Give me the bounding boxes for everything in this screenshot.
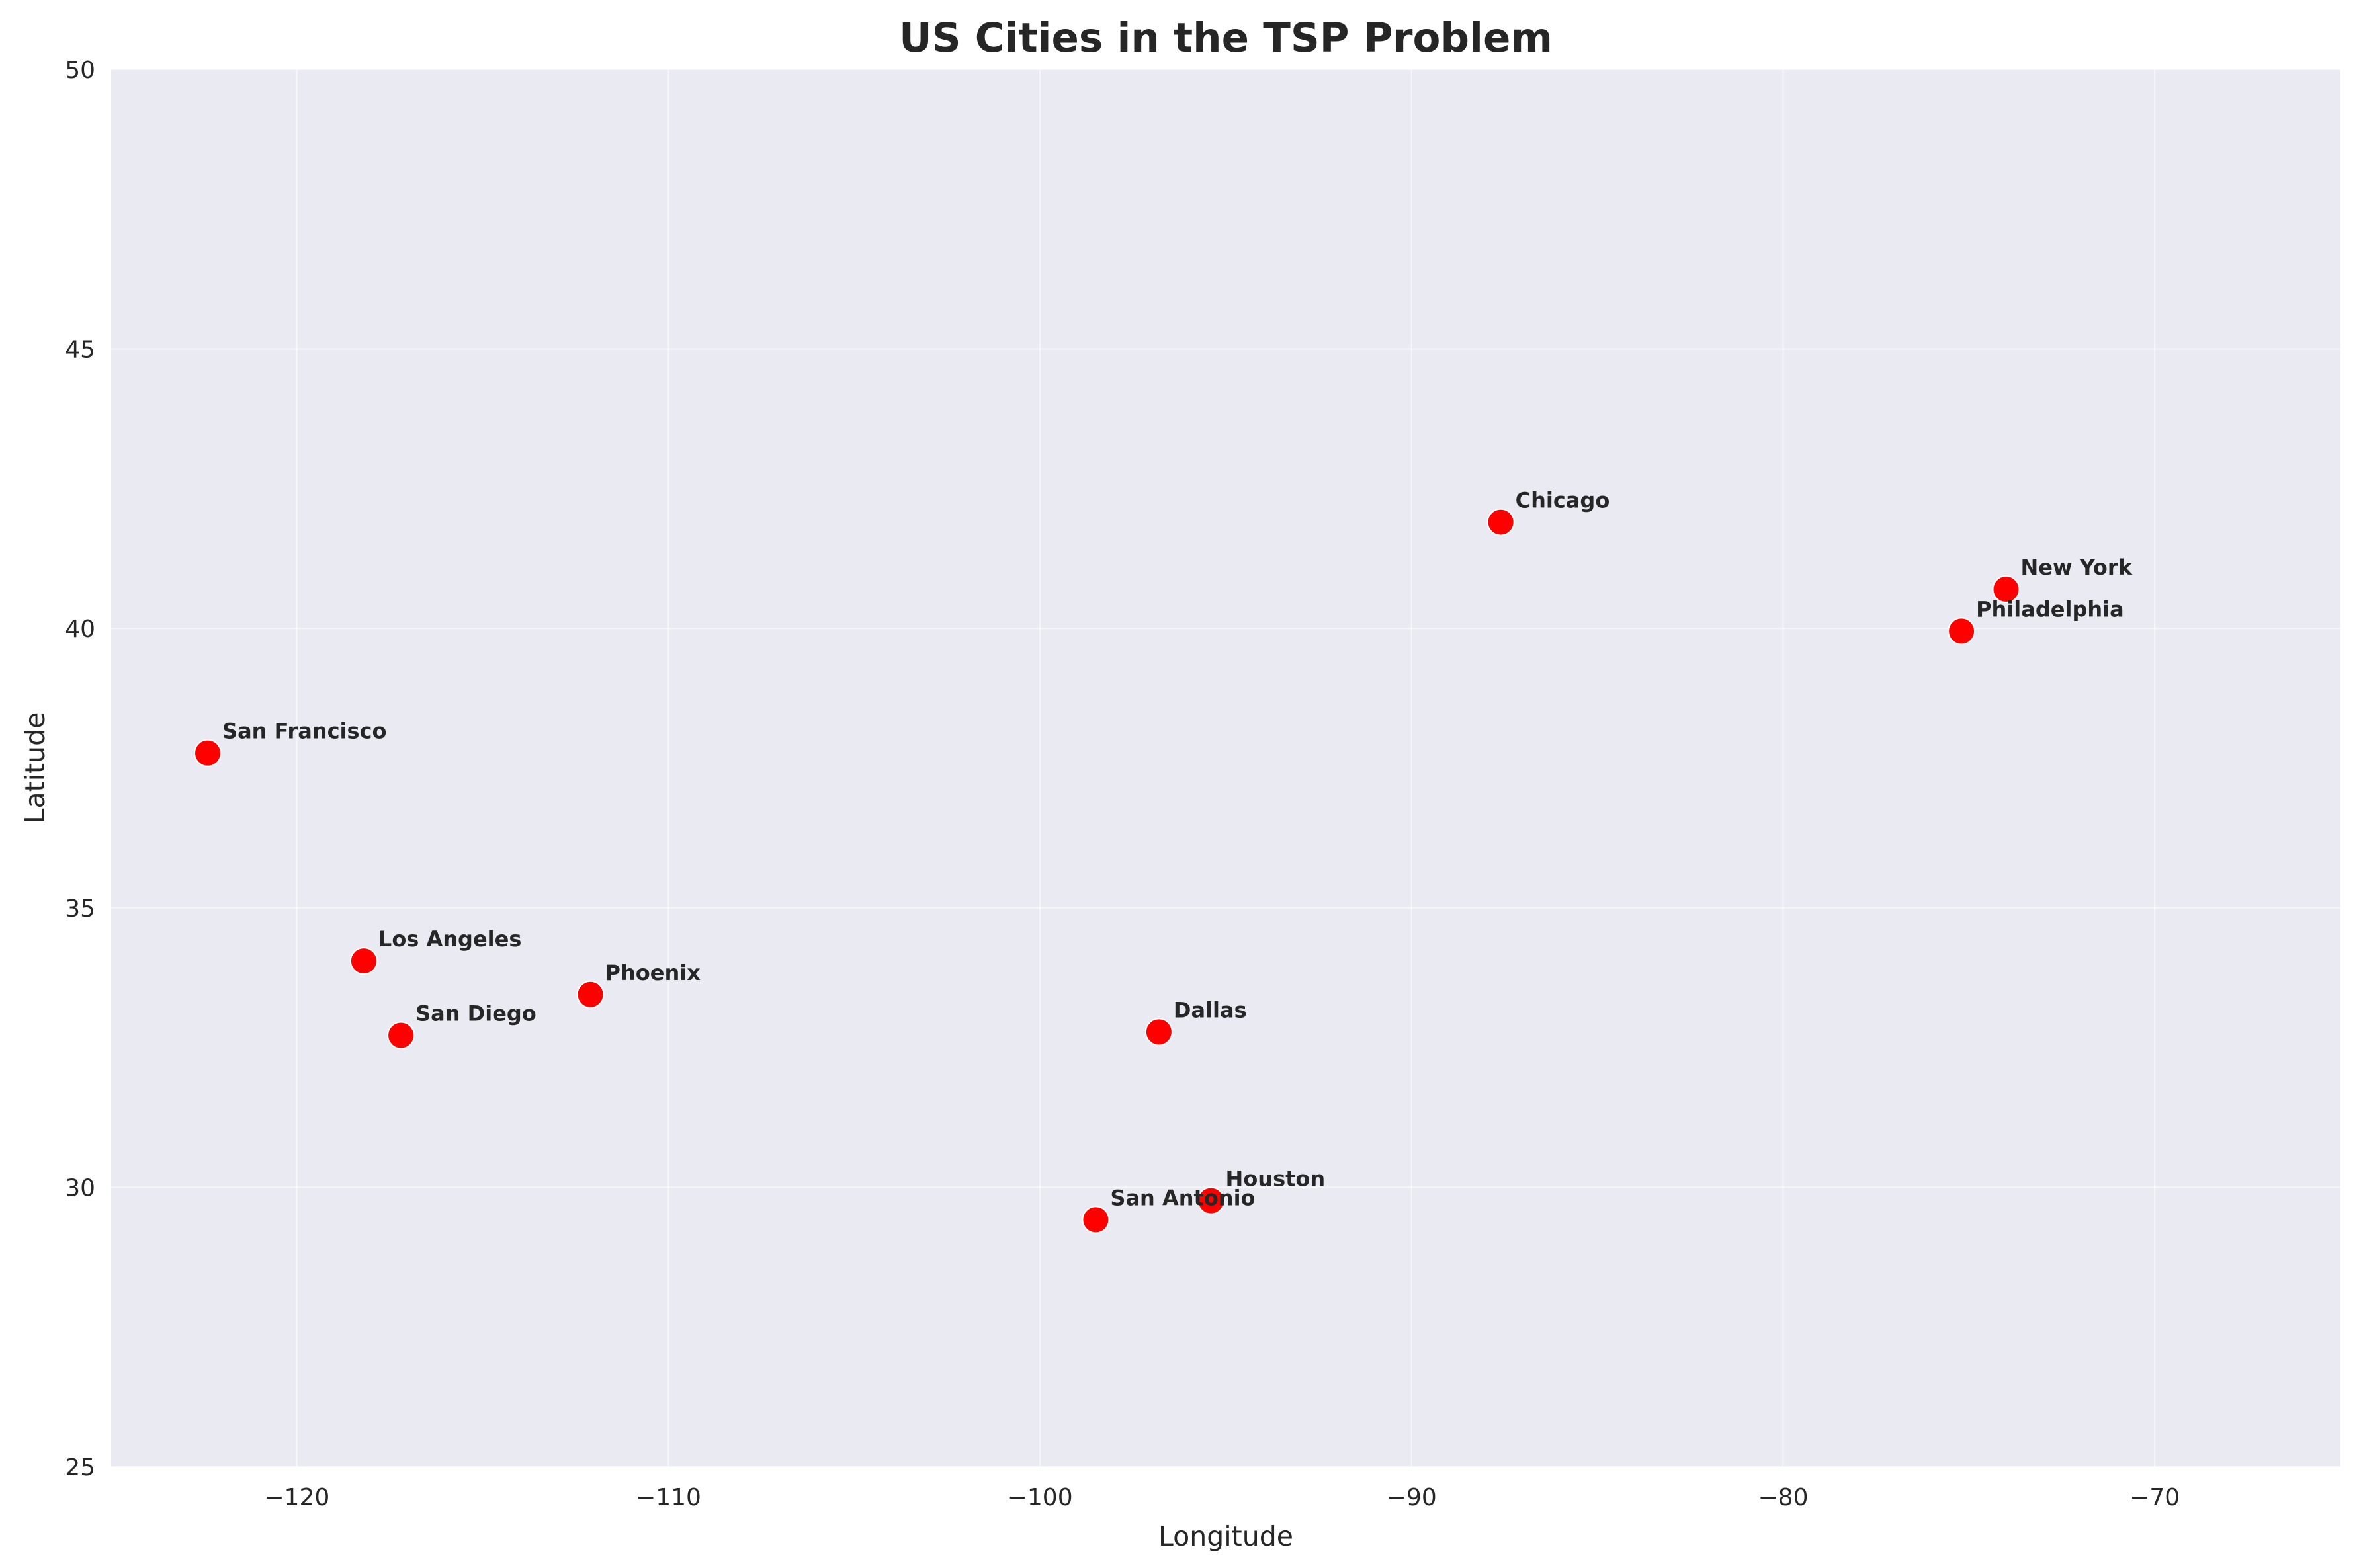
city-label: San Francisco — [222, 719, 386, 744]
x-axis-label: Longitude — [1158, 1520, 1293, 1552]
point-labels: New York Los Angeles Chicago Houston Phoenix… — [222, 488, 2133, 1211]
city-point — [1082, 1206, 1110, 1234]
x-tick-label: −110 — [636, 1484, 701, 1511]
plot-background — [111, 69, 2340, 1467]
y-tick-label: 25 — [65, 1454, 95, 1481]
y-tick-label: 50 — [65, 57, 95, 84]
y-tick-label: 40 — [65, 616, 95, 643]
city-label: New York — [2021, 555, 2133, 580]
y-tick-label: 45 — [65, 337, 95, 364]
x-tick-label: −70 — [2129, 1484, 2180, 1511]
y-axis-label: Latitude — [19, 712, 51, 824]
city-point — [1948, 617, 1976, 645]
city-point — [1144, 1018, 1173, 1046]
y-tick-label: 30 — [65, 1175, 95, 1202]
city-point — [1992, 575, 2020, 604]
city-label: Houston — [1226, 1167, 1326, 1192]
city-point — [1486, 508, 1515, 536]
x-tick-label: −90 — [1387, 1484, 1437, 1511]
city-point — [349, 947, 378, 975]
city-point — [576, 980, 605, 1009]
city-label: Philadelphia — [1976, 597, 2124, 622]
city-point — [194, 739, 222, 767]
chart-title: US Cities in the TSP Problem — [899, 15, 1553, 62]
x-tick-label: −80 — [1758, 1484, 1809, 1511]
city-label: San Diego — [415, 1001, 537, 1026]
y-tick-label: 35 — [65, 895, 95, 923]
x-tick-label: −120 — [264, 1484, 329, 1511]
city-point — [1197, 1186, 1225, 1215]
city-label: Phoenix — [605, 960, 701, 985]
ticks: −120 −110 −100 −90 −80 −70 25 30 35 40 45 50 — [65, 57, 2180, 1511]
city-label: Dallas — [1174, 997, 1247, 1022]
city-label: Chicago — [1516, 488, 1610, 513]
x-tick-label: −100 — [1008, 1484, 1073, 1511]
city-point — [387, 1021, 415, 1050]
city-label: San Antonio — [1110, 1185, 1255, 1210]
data-points — [194, 508, 2020, 1234]
city-label: Los Angeles — [378, 927, 521, 952]
